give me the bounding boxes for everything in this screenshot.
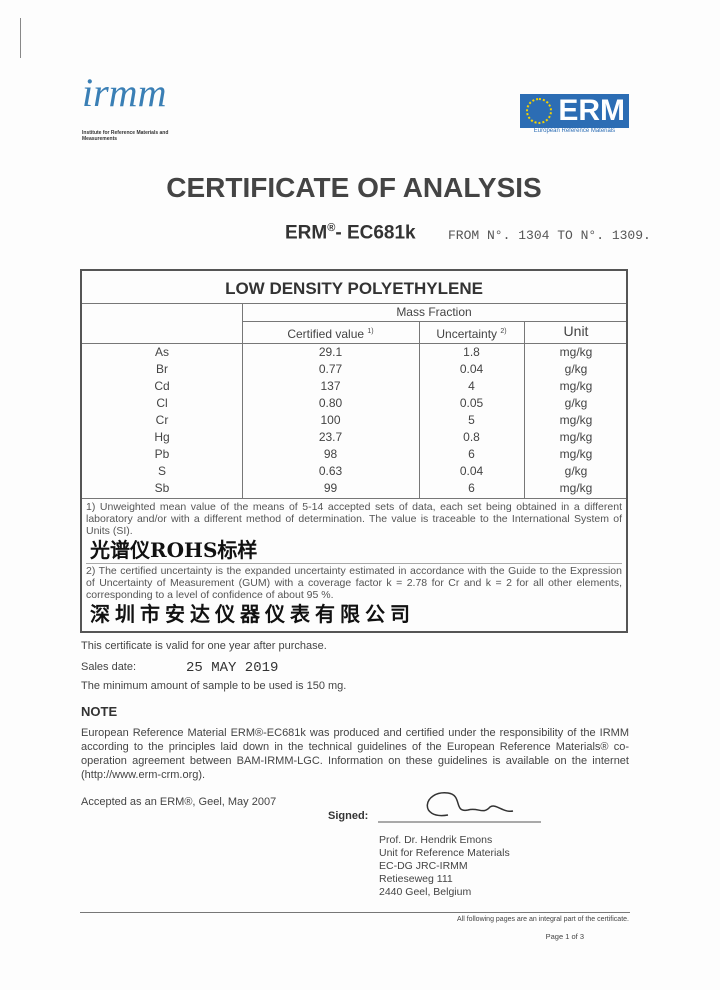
footnote-2: 2) The certified uncertainty is the expa… — [86, 563, 622, 601]
note-body: European Reference Material ERM®-EC681k … — [81, 727, 629, 781]
table-cell-uncertainty: 6 — [468, 447, 475, 461]
table-cell-element: As — [154, 345, 169, 359]
table-cell-value: 99 — [323, 481, 338, 495]
irmm-logo-mark: irmm — [82, 70, 167, 115]
table-cell-uncertainty: 0.04 — [459, 362, 484, 376]
mass-fraction-header: Mass Fraction — [396, 305, 472, 319]
scan-edge-line — [20, 18, 21, 58]
table-cell-element: Cd — [154, 379, 170, 393]
serial-range-stamp: FROM N°. 1304 TO N°. 1309. — [448, 228, 651, 243]
table-cell-unit: mg/kg — [559, 345, 593, 359]
table-cell-value: 100 — [320, 413, 341, 427]
overlay-watermark-line2: 深圳市安达仪器仪表有限公司 — [90, 602, 415, 626]
table-cell-uncertainty: 0.05 — [459, 396, 484, 410]
min-sample-text: The minimum amount of sample to be used … — [81, 680, 347, 692]
footnote-1: 1) Unweighted mean value of the means of… — [86, 501, 622, 537]
table-cell-unit: g/kg — [564, 362, 588, 376]
code-prefix: ERM — [285, 222, 328, 244]
table-cell-uncertainty: 4 — [468, 379, 475, 393]
table-cell-value: 0.77 — [318, 362, 343, 376]
material-code: ERM®- EC681k — [285, 222, 416, 244]
note-heading: NOTE — [81, 704, 118, 719]
irmm-logo: irmm Institute for Reference Materials a… — [82, 70, 182, 150]
uncertainty-header: Uncertainty 2) — [436, 327, 507, 341]
signatory-city: 2440 Geel, Belgium — [379, 886, 472, 898]
sales-date-label: Sales date: — [81, 661, 137, 673]
signatory-street: Retieseweg 111 — [379, 873, 453, 885]
table-cell-value: 137 — [320, 379, 341, 393]
table-cell-uncertainty: 6 — [468, 481, 475, 495]
accepted-text: Accepted as an ERM®, Geel, May 2007 — [81, 796, 277, 808]
table-cell-element: S — [157, 464, 166, 478]
signature — [378, 792, 541, 823]
page-number: Page 1 of 3 — [545, 932, 584, 941]
footer-divider — [80, 912, 630, 913]
table-cell-element: Pb — [154, 447, 170, 461]
code-suffix: - EC681k — [335, 222, 416, 244]
signatory-unit: Unit for Reference Materials — [379, 847, 510, 859]
document-title: CERTIFICATE OF ANALYSIS — [166, 172, 542, 203]
table-cell-unit: mg/kg — [559, 413, 593, 427]
table-cell-element: Cr — [155, 413, 169, 427]
table-cell-uncertainty: 0.04 — [459, 464, 484, 478]
integral-note: All following pages are an integral part… — [457, 916, 629, 923]
irmm-logo-subtitle: Institute for Reference Materials and Me… — [82, 130, 169, 142]
erm-logo-subtitle: European Reference Materials — [533, 128, 616, 134]
table-cell-value: 0.80 — [318, 396, 343, 410]
table-cell-unit: mg/kg — [559, 430, 593, 444]
table-cell-uncertainty: 1.8 — [463, 345, 480, 359]
table-cell-value: 98 — [323, 447, 338, 461]
signatory-name: Prof. Dr. Hendrik Emons — [379, 834, 493, 846]
erm-logo-mark: ERM — [558, 94, 625, 127]
table-cell-element: Br — [156, 362, 168, 376]
signatory-org: EC-DG JRC-IRMM — [379, 860, 468, 872]
table-cell-value: 23.7 — [318, 430, 343, 444]
eu-stars-icon — [526, 98, 553, 124]
table-cell-unit: g/kg — [564, 464, 588, 478]
footnotes: 1) Unweighted mean value of the means of… — [82, 499, 626, 631]
table-cell-value: 29.1 — [318, 345, 343, 359]
table-cell-element: Sb — [154, 481, 170, 495]
product-name: LOW DENSITY POLYETHYLENE — [225, 279, 483, 298]
table-cell-element: Hg — [154, 430, 170, 444]
code-reg-mark: ® — [327, 222, 336, 234]
table-cell-unit: mg/kg — [559, 379, 593, 393]
table-cell-value: 0.63 — [318, 464, 343, 478]
erm-logo: ERM European Reference Materials — [520, 94, 629, 138]
overlay-watermark-line1: 光谱仪ROHS标样 — [90, 538, 258, 562]
table-cell-element: Cl — [156, 396, 168, 410]
signed-label: Signed: — [328, 810, 369, 822]
sales-date-value: 25 MAY 2019 — [186, 660, 279, 676]
table-cell-unit: g/kg — [564, 396, 588, 410]
signatory-block: Prof. Dr. Hendrik Emons Unit for Referen… — [379, 834, 510, 899]
table-cell-uncertainty: 5 — [468, 413, 475, 427]
unit-header: Unit — [563, 323, 589, 339]
certified-value-header: Certified value 1) — [287, 327, 374, 341]
table-cell-unit: mg/kg — [559, 481, 593, 495]
certified-values-table: LOW DENSITY POLYETHYLENE Mass Fraction C… — [80, 269, 628, 633]
table-cell-unit: mg/kg — [559, 447, 593, 461]
table-cell-uncertainty: 0.8 — [463, 430, 480, 444]
validity-text: This certificate is valid for one year a… — [81, 640, 327, 652]
